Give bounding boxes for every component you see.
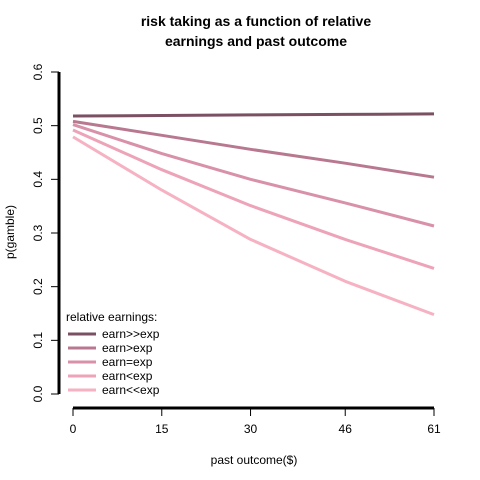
x-tick-label: 61 [427, 422, 441, 436]
x-tick-label: 46 [339, 422, 353, 436]
x-tick-label: 0 [70, 422, 77, 436]
y-tick-label: 0.6 [31, 63, 45, 80]
legend-entry: earn=exp [102, 355, 153, 369]
y-tick-label: 0.0 [31, 385, 45, 402]
legend-entry: earn>>exp [102, 327, 160, 341]
y-tick-label: 0.3 [31, 224, 45, 241]
series-line-earn>>exp [73, 114, 434, 116]
y-tick-label: 0.4 [31, 171, 45, 188]
legend-entry: earn<exp [102, 369, 153, 383]
chart-title-line-1: risk taking as a function of relative [141, 13, 372, 29]
series-line-earn<<exp [73, 137, 434, 315]
x-tick-label: 30 [244, 422, 258, 436]
y-axis-label: p(gamble) [3, 205, 17, 259]
y-tick-label: 0.5 [31, 117, 45, 134]
series-line-earn=exp [73, 125, 434, 226]
x-tick-label: 15 [155, 422, 169, 436]
legend-entry: earn<<exp [102, 383, 160, 397]
chart-title-line-2: earnings and past outcome [165, 33, 347, 49]
x-axis-label: past outcome($) [211, 453, 298, 467]
series-lines [73, 114, 434, 315]
y-tick-label: 0.2 [31, 278, 45, 295]
legend-entry: earn>exp [102, 341, 153, 355]
legend-title: relative earnings: [66, 310, 157, 324]
legend: relative earnings: earn>>expearn>expearn… [66, 310, 160, 397]
y-tick-label: 0.1 [31, 332, 45, 349]
